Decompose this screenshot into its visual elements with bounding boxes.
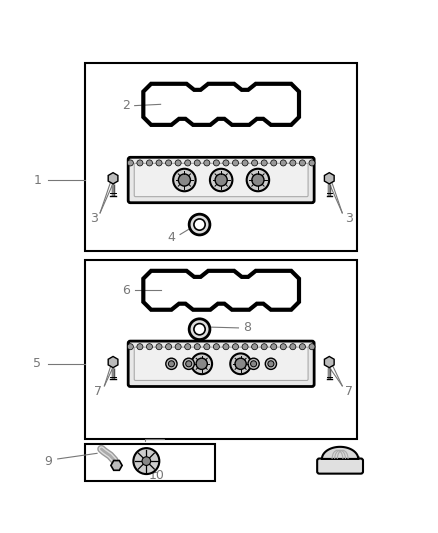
Circle shape [189,319,210,340]
Circle shape [223,344,229,350]
Circle shape [235,358,246,369]
Polygon shape [108,357,118,368]
Text: 2: 2 [122,99,130,112]
Circle shape [142,457,151,465]
Circle shape [210,169,233,191]
Circle shape [309,160,315,166]
Polygon shape [111,461,122,470]
Text: 1: 1 [33,174,41,187]
Polygon shape [325,357,334,368]
Text: 8: 8 [243,321,251,334]
Circle shape [173,169,196,191]
Circle shape [280,344,286,350]
Circle shape [109,174,117,183]
Circle shape [166,344,172,350]
Bar [85,63,357,252]
Circle shape [134,448,159,474]
Circle shape [213,160,219,166]
Circle shape [309,344,315,350]
Circle shape [251,361,257,367]
Circle shape [247,169,269,191]
FancyBboxPatch shape [128,157,314,203]
Text: 7: 7 [345,384,353,398]
Circle shape [325,358,334,366]
Circle shape [300,344,305,350]
Circle shape [137,160,143,166]
Circle shape [137,344,143,350]
Circle shape [146,160,152,166]
Circle shape [248,358,259,369]
Circle shape [191,353,212,374]
Circle shape [166,358,177,369]
Circle shape [213,344,219,350]
Text: 10: 10 [148,469,164,482]
Polygon shape [322,447,358,459]
Circle shape [196,358,207,369]
Circle shape [194,160,200,166]
Circle shape [156,160,162,166]
Circle shape [251,344,258,350]
Circle shape [215,174,227,186]
Text: 4: 4 [167,231,175,244]
Text: 11: 11 [347,455,363,467]
Circle shape [261,344,267,350]
Circle shape [271,344,277,350]
Circle shape [290,160,296,166]
FancyBboxPatch shape [128,341,314,386]
Text: 7: 7 [94,384,102,398]
Text: 3: 3 [90,212,98,224]
Circle shape [271,160,277,166]
Circle shape [251,160,258,166]
Circle shape [325,174,334,183]
Circle shape [268,361,274,367]
Circle shape [186,361,192,367]
Bar [85,444,215,481]
FancyBboxPatch shape [134,163,308,197]
Circle shape [175,344,181,350]
Circle shape [230,353,251,374]
Circle shape [178,174,191,186]
Text: 5: 5 [33,357,41,370]
Polygon shape [108,173,118,184]
Circle shape [204,160,210,166]
Circle shape [166,160,172,166]
Circle shape [233,344,239,350]
Circle shape [109,358,117,366]
Circle shape [127,344,134,350]
Bar [85,260,357,440]
Polygon shape [325,173,334,184]
Circle shape [265,358,276,369]
Circle shape [194,344,200,350]
Circle shape [261,160,267,166]
Circle shape [185,160,191,166]
Circle shape [156,344,162,350]
Circle shape [280,160,286,166]
Circle shape [242,344,248,350]
Circle shape [300,160,305,166]
Circle shape [146,344,152,350]
Circle shape [194,219,205,230]
Circle shape [223,160,229,166]
Circle shape [194,324,205,335]
Text: 6: 6 [122,284,130,297]
Text: 9: 9 [44,455,52,467]
Circle shape [183,358,194,369]
Circle shape [127,160,134,166]
FancyBboxPatch shape [134,347,308,381]
Circle shape [189,214,210,235]
Circle shape [175,160,181,166]
Circle shape [290,344,296,350]
Circle shape [204,344,210,350]
Circle shape [242,160,248,166]
FancyBboxPatch shape [317,458,363,474]
Circle shape [185,344,191,350]
Circle shape [233,160,239,166]
Circle shape [168,361,174,367]
Text: 3: 3 [345,212,353,224]
Circle shape [252,174,264,186]
